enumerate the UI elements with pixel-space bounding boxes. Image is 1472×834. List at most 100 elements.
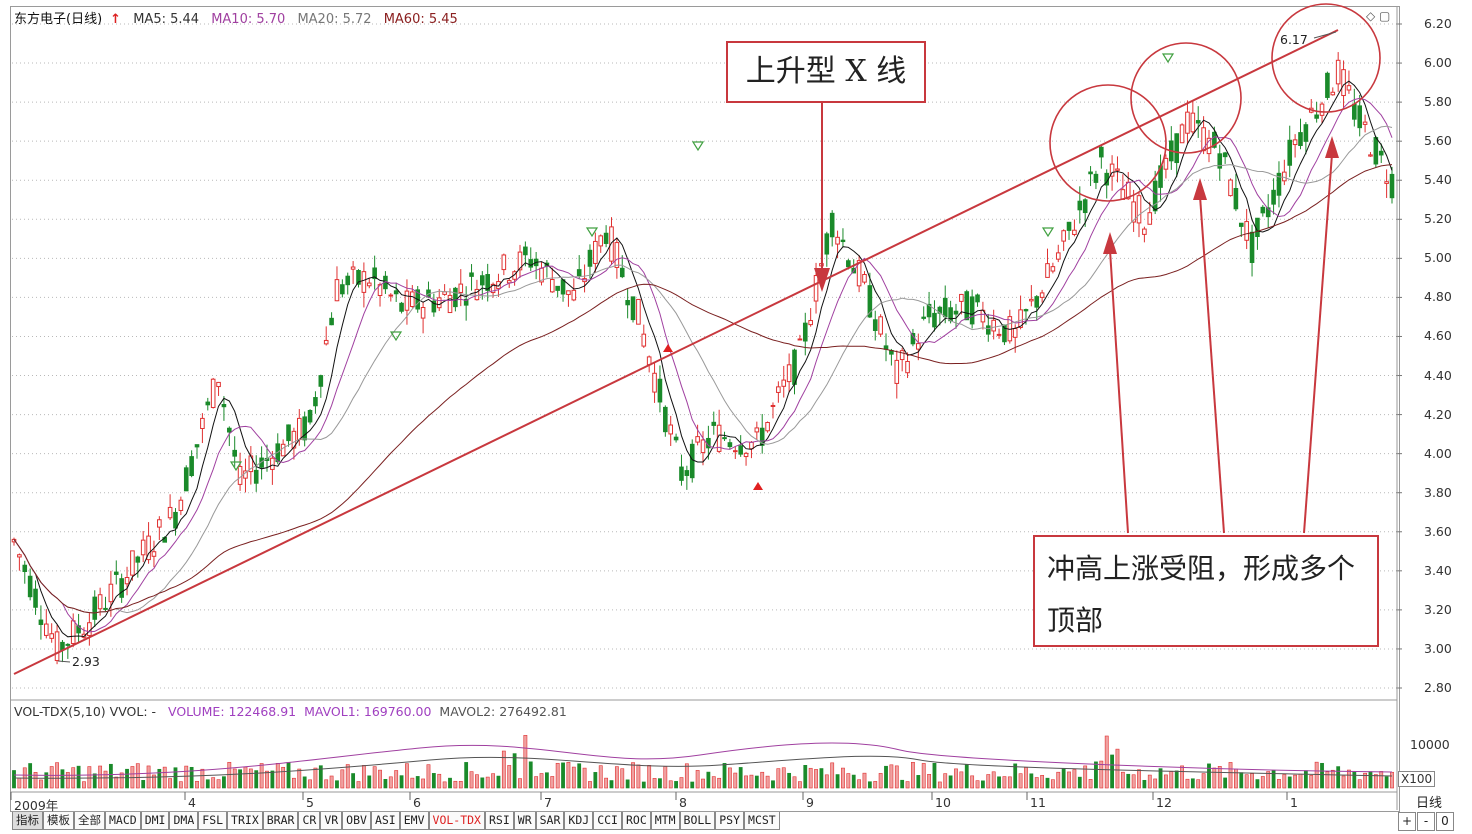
volume-bar [388,776,393,789]
volume-bar [905,781,910,789]
date-tick-label: 5 [306,795,314,810]
candle-body [700,439,706,454]
tab-sar[interactable]: SAR [535,812,565,830]
tab-boll[interactable]: BOLL [679,812,716,830]
candle-body [1346,85,1352,91]
volume-bar [475,774,479,789]
candle-body [991,319,996,332]
volume-bar [690,781,695,789]
volume-bar [308,779,312,789]
ma20-line [13,125,1393,614]
volume-bar [189,766,194,789]
candle-body [227,427,232,433]
tab-obv[interactable]: OBV [342,812,371,830]
tab-macd[interactable]: MACD [105,812,141,830]
volume-bar [44,772,49,789]
volume-bar [1201,773,1206,789]
volume-bar [1077,776,1082,789]
window-icons[interactable]: ◇ ▢ [1366,9,1391,23]
date-tick-label: 6 [413,795,421,810]
candle-body [571,289,577,301]
volume-bar [1233,768,1238,789]
candle-body [108,583,114,603]
volume-bar [1088,779,1093,789]
tab-dmi[interactable]: DMI [140,812,170,830]
candle-body [668,424,674,435]
candle-body [862,274,867,283]
candle-body [1195,120,1201,124]
reset-button[interactable]: 0 [1436,812,1454,831]
candle-body [593,240,598,264]
tab-fsl[interactable]: FSL [198,812,228,830]
volume-bar [216,779,221,789]
volume-bar [663,766,668,789]
tab-全部[interactable]: 全部 [74,812,105,830]
volume-bar [706,771,711,789]
tab-cci[interactable]: CCI [593,812,622,830]
candle-body [899,350,905,361]
candle-body [663,406,668,433]
tab-cr[interactable]: CR [298,812,321,830]
candle-body [1012,328,1018,338]
tab-trix[interactable]: TRIX [227,812,263,830]
candle-body [964,291,970,321]
price-tick-label: 6.20 [1424,16,1452,31]
volume-bar [1099,760,1104,789]
zoom-out-button[interactable]: - [1417,812,1435,831]
tab-mtm[interactable]: MTM [650,812,680,830]
volume-bar [695,770,700,789]
candle-body [517,251,523,271]
volume-bar [1174,770,1179,789]
candle-body [146,535,151,561]
candle-body [1276,172,1282,196]
candle-body [1190,112,1196,133]
tab-vol-tdx[interactable]: VOL-TDX [428,812,485,830]
volume-bar [324,779,329,789]
volume-bar [1379,771,1384,789]
volume-bar [620,768,625,789]
price-tick-label: 5.80 [1424,94,1452,110]
candle-body [113,571,119,575]
volume-bar [647,765,652,789]
volume-bar [135,763,140,789]
volume-bar [302,776,307,789]
candle-body [130,550,135,576]
volume-axis-label: 10000 [1410,737,1450,752]
tab-wr[interactable]: WR [513,812,536,830]
volume-bar [857,779,862,789]
candle-body [361,271,367,293]
volume-bar [92,773,97,789]
tab-psy[interactable]: PSY [715,812,745,830]
volume-bar [814,769,818,789]
tab-模板[interactable]: 模板 [43,812,74,830]
tab-dma[interactable]: DMA [169,812,199,830]
chart-header: 东方电子(日线) ↑ MA5: 5.44 MA10: 5.70 MA20: 5.7… [14,8,466,27]
tab-指标[interactable]: 指标 [12,812,43,830]
tab-mcst[interactable]: MCST [744,812,780,830]
candle-body [1093,173,1099,183]
tab-vr[interactable]: VR [320,812,343,830]
period-label[interactable]: 日线 [1415,796,1442,811]
candle-body [1158,165,1163,188]
tab-kdj[interactable]: KDJ [564,812,594,830]
date-tick-label: 10 [935,795,951,810]
volume-bar [884,765,888,789]
candle-body [1072,229,1077,235]
candle-body [1357,105,1363,129]
top-circle-3 [1271,3,1381,113]
tab-emv[interactable]: EMV [399,812,429,830]
volume-bar [1056,771,1061,789]
tab-asi[interactable]: ASI [370,812,400,830]
volume-bar [851,774,856,789]
candle-body [1222,152,1228,158]
candle-body [1319,103,1325,116]
candle-body [1314,114,1319,119]
zoom-in-button[interactable]: + [1398,812,1416,831]
volume-bar [1244,774,1249,789]
volume-bar [351,773,356,789]
tab-brar[interactable]: BRAR [262,812,299,830]
tab-rsi[interactable]: RSI [484,812,514,830]
tab-roc[interactable]: ROC [621,812,651,830]
volume-bar [981,780,985,789]
